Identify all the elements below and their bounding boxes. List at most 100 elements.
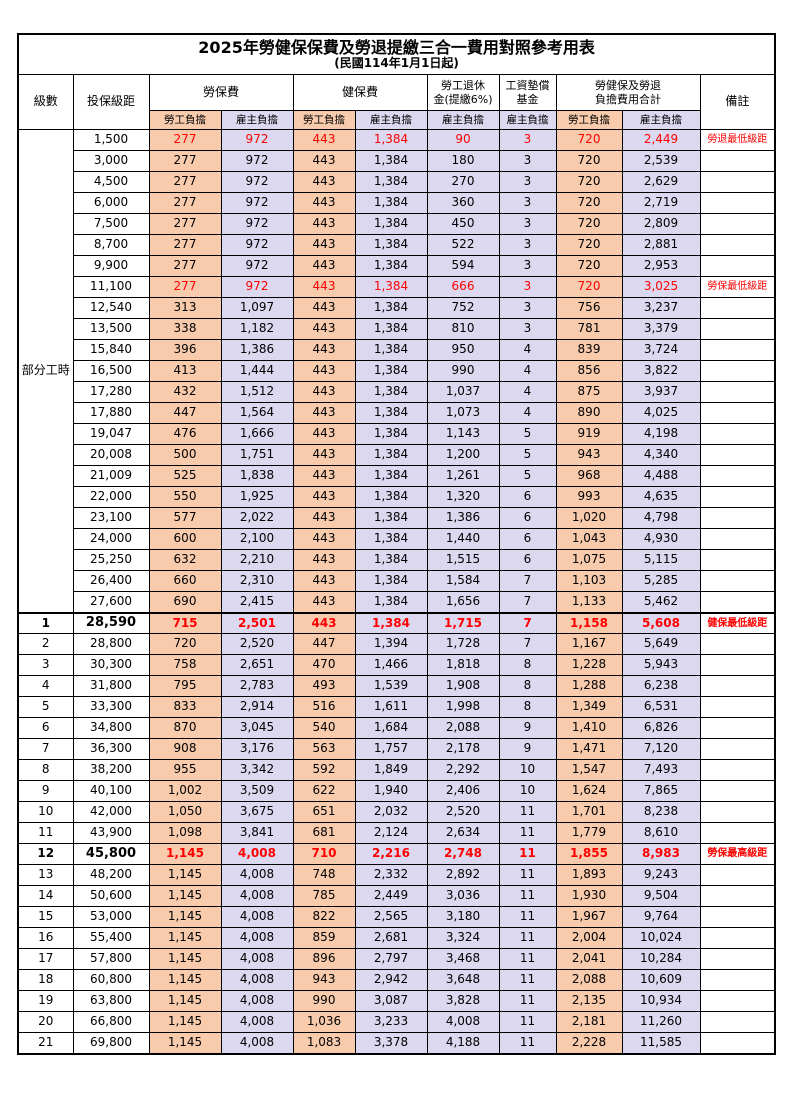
- value-cell: 4,008: [220, 843, 294, 866]
- value-cell: 413: [148, 360, 222, 383]
- value-cell: 1,145: [148, 843, 222, 866]
- value-cell: 810: [426, 318, 500, 341]
- table-row: 11,100 277 972 443 1,384 666 3 720 3,025 勞保最低級距: [18, 276, 776, 299]
- note-cell: [699, 738, 776, 761]
- value-cell: 10: [498, 759, 557, 782]
- bracket-cell: 21,009: [72, 465, 150, 488]
- value-cell: 1,893: [555, 864, 623, 887]
- value-cell: 9,504: [621, 885, 701, 908]
- value-cell: 720: [555, 171, 623, 194]
- value-cell: 1,444: [220, 360, 294, 383]
- value-cell: 450: [426, 213, 500, 236]
- value-cell: 3,087: [354, 990, 428, 1013]
- table-row: 6 34,800 870 3,045 540 1,684 2,088 9 1,410 6,826: [17, 717, 776, 740]
- value-cell: 1,261: [426, 465, 500, 488]
- value-cell: 1,145: [148, 969, 222, 992]
- value-cell: 3: [498, 150, 557, 173]
- value-cell: 1,394: [354, 633, 428, 656]
- value-cell: 4: [498, 402, 557, 425]
- value-cell: 839: [555, 339, 623, 362]
- bracket-cell: 33,300: [72, 696, 150, 719]
- value-cell: 5,462: [621, 591, 701, 614]
- bracket-cell: 7,500: [72, 213, 150, 236]
- value-cell: 4: [498, 360, 557, 383]
- table-row: 16 55,400 1,145 4,008 859 2,681 3,324 11 2,004 10…: [17, 927, 776, 950]
- note-cell: [699, 150, 776, 173]
- bracket-cell: 45,800: [72, 843, 150, 866]
- value-cell: 11: [498, 927, 557, 950]
- header-row-burden: 勞工負擔 雇主負擔 勞工負擔 雇主負擔 雇主負擔 雇主負擔 勞工負擔 雇主負擔: [18, 110, 775, 131]
- value-cell: 1,167: [555, 633, 623, 656]
- table-row: 1 28,590 715 2,501 443 1,384 1,715 7 1,158 5,608 健…: [17, 611, 776, 635]
- value-cell: 1,349: [555, 696, 623, 719]
- value-cell: 1,384: [354, 234, 428, 257]
- bracket-cell: 27,600: [72, 591, 150, 614]
- value-cell: 748: [292, 864, 356, 887]
- bracket-cell: 50,600: [72, 885, 150, 908]
- value-cell: 180: [426, 150, 500, 173]
- table-row: 4 31,800 795 2,783 493 1,539 1,908 8 1,288 6,238: [17, 675, 776, 698]
- value-cell: 443: [292, 171, 356, 194]
- value-cell: 1,384: [354, 507, 428, 530]
- value-cell: 3,828: [426, 990, 500, 1013]
- value-cell: 2,088: [426, 717, 500, 740]
- value-cell: 3: [498, 318, 557, 341]
- value-cell: 943: [555, 444, 623, 467]
- note-cell: [699, 528, 776, 551]
- value-cell: 443: [292, 486, 356, 509]
- value-cell: 2,135: [555, 990, 623, 1013]
- value-cell: 1,145: [148, 948, 222, 971]
- value-cell: 632: [148, 549, 222, 572]
- subheader-labor-employer: 雇主負擔: [220, 110, 294, 131]
- table-row: 3 30,300 758 2,651 470 1,466 1,818 8 1,228 5,943: [17, 654, 776, 677]
- title-row: 2025年勞健保保費及勞退提繳三合一費用對照參考用表 (民國114年1月1日起): [17, 33, 776, 76]
- value-cell: 1,200: [426, 444, 500, 467]
- note-cell: [699, 318, 776, 341]
- value-cell: 5,943: [621, 654, 701, 677]
- table-row: 2 28,800 720 2,520 447 1,394 1,728 7 1,167 5,649: [17, 633, 776, 656]
- value-cell: 1,384: [354, 276, 428, 299]
- value-cell: 3,724: [621, 339, 701, 362]
- value-cell: 1,228: [555, 654, 623, 677]
- value-cell: 6: [498, 528, 557, 551]
- value-cell: 1,512: [220, 381, 294, 404]
- table-row: 17 57,800 1,145 4,008 896 2,797 3,468 11 2,041 10…: [17, 948, 776, 971]
- value-cell: 720: [555, 234, 623, 257]
- bracket-cell: 31,800: [72, 675, 150, 698]
- note-cell: [699, 633, 776, 656]
- value-cell: 1,097: [220, 297, 294, 320]
- value-cell: 6: [498, 549, 557, 572]
- value-cell: 7,120: [621, 738, 701, 761]
- value-cell: 4,008: [220, 927, 294, 950]
- value-cell: 3,468: [426, 948, 500, 971]
- value-cell: 443: [292, 255, 356, 278]
- value-cell: 1,384: [354, 486, 428, 509]
- value-cell: 1,855: [555, 843, 623, 866]
- value-cell: 955: [148, 759, 222, 782]
- value-cell: 3: [498, 171, 557, 194]
- value-cell: 1,908: [426, 675, 500, 698]
- value-cell: 6,531: [621, 696, 701, 719]
- value-cell: 1,925: [220, 486, 294, 509]
- table-row: 3,000 277 972 443 1,384 180 3 720 2,539: [18, 150, 776, 173]
- value-cell: 1,466: [354, 654, 428, 677]
- value-cell: 720: [555, 276, 623, 299]
- bracket-cell: 17,880: [72, 402, 150, 425]
- value-cell: 3: [498, 276, 557, 299]
- note-cell: 勞保最高級距: [699, 843, 776, 866]
- value-cell: 1,320: [426, 486, 500, 509]
- subheader-health-employer: 雇主負擔: [354, 110, 428, 131]
- bracket-cell: 16,500: [72, 360, 150, 383]
- value-cell: 785: [292, 885, 356, 908]
- table-row: 9 40,100 1,002 3,509 622 1,940 2,406 10 1,624 7,8…: [17, 780, 776, 803]
- value-cell: 651: [292, 801, 356, 824]
- note-cell: [699, 675, 776, 698]
- value-cell: 577: [148, 507, 222, 530]
- bracket-cell: 6,000: [72, 192, 150, 215]
- bracket-cell: 26,400: [72, 570, 150, 593]
- value-cell: 1,584: [426, 570, 500, 593]
- value-cell: 2,520: [220, 633, 294, 656]
- value-cell: 3,675: [220, 801, 294, 824]
- note-cell: [699, 234, 776, 257]
- level-cell: 10: [17, 801, 74, 824]
